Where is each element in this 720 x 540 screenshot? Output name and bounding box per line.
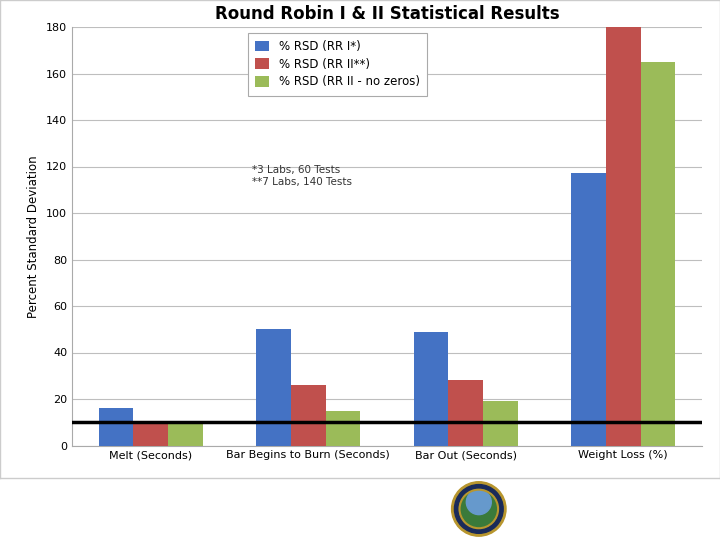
Circle shape	[459, 490, 498, 528]
Bar	[483, 401, 518, 445]
Bar	[641, 62, 675, 446]
Bar	[99, 408, 133, 446]
Bar	[571, 173, 606, 446]
Bar	[606, 27, 641, 445]
Text: 3 of 44: 3 of 44	[656, 503, 695, 512]
Bar	[449, 380, 483, 446]
Circle shape	[454, 484, 503, 534]
Circle shape	[451, 482, 506, 536]
Legend: % RSD (RR I*), % RSD (RR II**), % RSD (RR II - no zeros): % RSD (RR I*), % RSD (RR II**), % RSD (R…	[248, 33, 427, 96]
Circle shape	[467, 490, 491, 515]
Text: *3 Labs, 60 Tests
**7 Labs, 140 Tests: *3 Labs, 60 Tests **7 Labs, 140 Tests	[251, 165, 351, 187]
Y-axis label: Percent Standard Deviation: Percent Standard Deviation	[27, 155, 40, 318]
Title: Round Robin I & II Statistical Results: Round Robin I & II Statistical Results	[215, 5, 559, 23]
Bar	[414, 332, 449, 446]
Text: Development of a Flammability Test for Magnesium Alloys
June 25, 2014: Development of a Flammability Test for M…	[11, 497, 295, 518]
Bar	[256, 329, 291, 445]
Bar	[291, 385, 325, 446]
Bar	[133, 422, 168, 446]
Bar	[168, 422, 203, 446]
Bar	[325, 410, 360, 445]
Text: Federal Aviation
Administration: Federal Aviation Administration	[529, 497, 631, 518]
